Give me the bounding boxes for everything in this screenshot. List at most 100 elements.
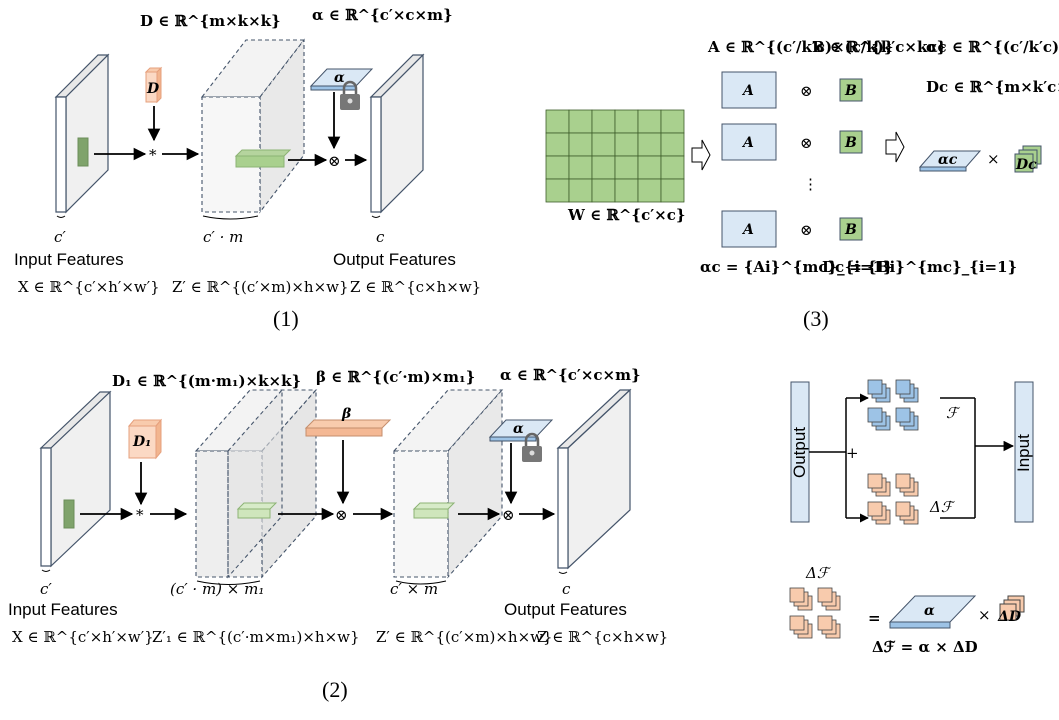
conv-star-1: *	[149, 146, 157, 164]
grid-cell	[591, 132, 616, 157]
mid2-formula: Z′ ∈ ℝ^{(c′×m)×h×w}	[376, 628, 553, 646]
lock-icon	[522, 432, 542, 462]
output-title-2: Output Features	[504, 600, 627, 619]
grid-cell	[614, 155, 639, 180]
D1-formula: D₁ ∈ ℝ^{(m·m₁)×k×k}	[112, 372, 301, 390]
alpha-label-1: α	[334, 70, 345, 86]
kernel-square	[867, 501, 883, 517]
grid-cell	[568, 178, 593, 203]
kernel-square	[867, 407, 883, 423]
beta-bar	[304, 419, 392, 437]
grid-cell	[568, 109, 593, 134]
B-label: B	[844, 135, 857, 151]
alpha-formula-2: α ∈ ℝ^{c′×c×m}	[500, 366, 641, 384]
out-dim-1: c	[376, 228, 385, 246]
mid1-formula: Z′₁ ∈ ℝ^{(c′·m×m₁)×h×w}	[152, 628, 360, 646]
conv-star-2: *	[136, 506, 144, 524]
mid2-dim: c′ × m	[390, 580, 438, 598]
hollow-arrow-2	[885, 131, 905, 163]
D-c-stack	[1014, 145, 1042, 173]
kernel-D1-label: D₁	[132, 434, 151, 450]
caption-2: (2)	[322, 677, 348, 702]
B-label: B	[844, 222, 857, 238]
alpha-plate-4	[888, 595, 977, 629]
input-formula-2: X ∈ ℝ^{c′×h′×w′}	[12, 628, 154, 646]
alpha-c-label: αc	[938, 152, 958, 168]
factor-row-3: A ⊗ B	[721, 210, 863, 248]
dF-label: Δℱ	[929, 498, 956, 516]
times-4: ×	[978, 606, 991, 624]
D-c-set: Dc = {Bi}^{mc}_{i=1}	[822, 258, 1017, 276]
dF-formula: Δℱ = α × ΔD	[872, 638, 978, 656]
D-c-label: Dc	[1015, 157, 1037, 173]
dD-stack	[999, 595, 1025, 621]
grid-cell	[637, 132, 662, 157]
grid-cell	[545, 132, 570, 157]
kernel-D-cube	[144, 66, 163, 104]
alpha-c-plate	[918, 150, 982, 172]
weight-grid-W	[545, 109, 685, 203]
panel-3: A ∈ ℝ^{(c′/k′c)×(c/k)} B ∈ ℝ^{k′c×kc} αc…	[545, 38, 1059, 331]
dD-label: ΔD	[997, 609, 1022, 625]
F-kernel-stack	[867, 379, 919, 431]
caption-1: (1)	[273, 306, 299, 331]
input-feature-plate-2	[39, 390, 112, 572]
dF-title: Δℱ	[805, 564, 832, 582]
output-bar-label: Output	[790, 427, 809, 478]
grid-cell	[614, 178, 639, 203]
input-title-2: Input Features	[8, 600, 118, 619]
A-formula: A ∈ ℝ^{(c′/k′c)×(c/k)}	[707, 38, 894, 56]
hollow-arrow-1	[691, 139, 711, 171]
beta-label: β	[341, 406, 352, 422]
grid-cell	[568, 132, 593, 157]
otimes: ⊗	[800, 82, 813, 100]
intermediate-feature-box-1	[200, 38, 306, 214]
input-title-1: Input Features	[14, 250, 124, 269]
alpha-plate-2	[488, 419, 554, 442]
kernel-square	[867, 379, 883, 395]
kernel-square	[789, 587, 805, 603]
plus-sign: +	[846, 444, 859, 462]
grid-cell	[545, 178, 570, 203]
kernel-square	[895, 501, 911, 517]
grid-cell	[637, 109, 662, 134]
grid-cell	[614, 132, 639, 157]
in-dim-1: c′	[54, 228, 66, 246]
caption-3: (3)	[803, 306, 829, 331]
kernel-square	[895, 379, 911, 395]
input-formula-1: X ∈ ℝ^{c′×h′×w′}	[18, 278, 160, 296]
output-formula-1: Z ∈ ℝ^{c×h×w}	[350, 278, 481, 296]
alpha-c-set: αc = {Ai}^{mc}_{i=1}	[700, 258, 893, 276]
grid-cell	[614, 109, 639, 134]
grid-cell	[660, 155, 685, 180]
grid-cell	[637, 155, 662, 180]
dF-equation-stack	[789, 587, 841, 639]
output-feature-plate-1	[369, 53, 425, 218]
mid-formula-1: Z′ ∈ ℝ^{(c′×m)×h×w}	[172, 278, 349, 296]
kernel-square	[817, 615, 833, 631]
grid-cell	[637, 178, 662, 203]
kernel-D-label: D	[146, 81, 160, 97]
otimes-2b: ⊗	[502, 506, 515, 524]
alpha-c-formula: αc ∈ ℝ^{(c′/k′c)×(c/k)×mc}	[926, 38, 1059, 56]
factor-row-2: A ⊗ B	[721, 123, 863, 161]
grid-cell	[591, 178, 616, 203]
mid1-dim: (c′ · m) × m₁	[170, 580, 264, 598]
output-feature-plate-2	[556, 388, 632, 574]
grid-cell	[568, 155, 593, 180]
otimes-2a: ⊗	[335, 506, 348, 524]
panel-2: D₁ ∈ ℝ^{(m·m₁)×k×k} β ∈ ℝ^{(c′·m)×m₁} α …	[8, 366, 668, 702]
intermediate-feature-box-2a	[194, 388, 318, 579]
kernel-D1-cube	[127, 418, 163, 460]
panel-4: Output Input + ℱ Δℱ Δℱ = α × ΔD Δℱ = α ×	[789, 379, 1034, 656]
input-feature-plate-1	[54, 53, 110, 218]
grid-cell	[545, 155, 570, 180]
F-label: ℱ	[946, 404, 961, 422]
equals-sign: =	[868, 609, 881, 627]
beta-formula: β ∈ ℝ^{(c′·m)×m₁}	[316, 368, 475, 386]
grid-cell	[660, 178, 685, 203]
kernel-square	[867, 473, 883, 489]
otimes-1: ⊗	[328, 152, 341, 170]
grid-cell	[591, 155, 616, 180]
D-formula-1: D ∈ ℝ^{m×k×k}	[140, 12, 281, 30]
